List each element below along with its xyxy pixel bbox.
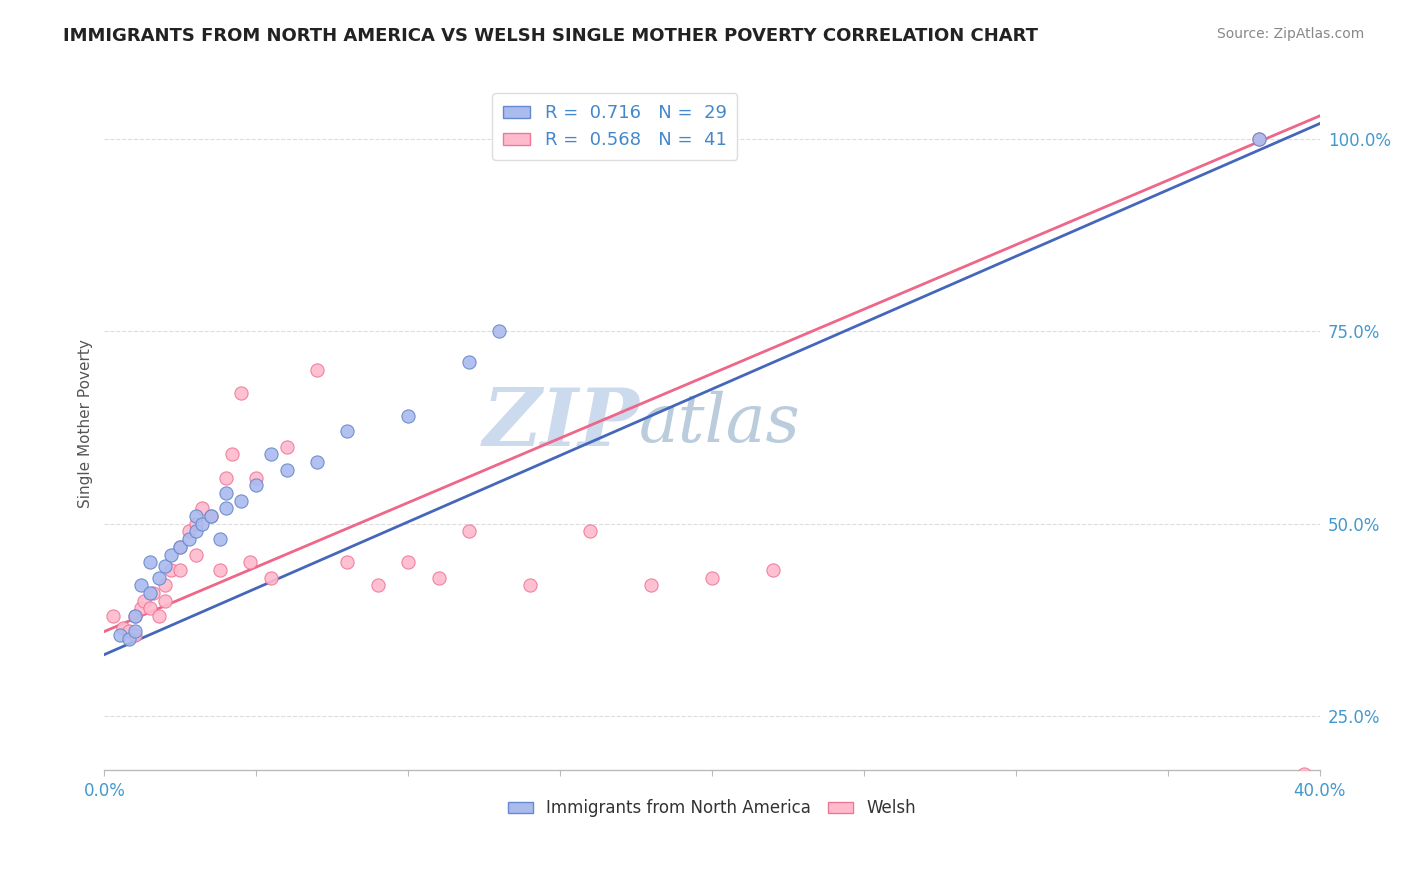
Point	[260, 448, 283, 462]
Point	[396, 409, 419, 423]
Point	[427, 571, 450, 585]
Point	[276, 440, 298, 454]
Text: Source: ZipAtlas.com: Source: ZipAtlas.com	[1216, 27, 1364, 41]
Point	[179, 524, 201, 539]
Point	[184, 524, 207, 539]
Point	[124, 624, 146, 639]
Point	[215, 470, 238, 484]
Point	[190, 516, 212, 531]
Point	[118, 632, 141, 647]
Point	[215, 486, 238, 500]
Point	[336, 555, 359, 569]
Text: IMMIGRANTS FROM NORTH AMERICA VS WELSH SINGLE MOTHER POVERTY CORRELATION CHART: IMMIGRANTS FROM NORTH AMERICA VS WELSH S…	[63, 27, 1038, 45]
Point	[142, 586, 165, 600]
Point	[153, 593, 176, 607]
Point	[103, 609, 125, 624]
Point	[208, 532, 231, 546]
Point	[160, 548, 183, 562]
Point	[148, 571, 170, 585]
Point	[260, 571, 283, 585]
Point	[221, 448, 243, 462]
Point	[239, 555, 262, 569]
Point	[153, 578, 176, 592]
Point	[229, 493, 252, 508]
Point	[488, 324, 510, 338]
Point	[111, 621, 134, 635]
Point	[169, 540, 191, 554]
Point	[579, 524, 602, 539]
Point	[132, 593, 155, 607]
Y-axis label: Single Mother Poverty: Single Mother Poverty	[79, 339, 93, 508]
Point	[124, 609, 146, 624]
Point	[153, 559, 176, 574]
Point	[184, 516, 207, 531]
Point	[519, 578, 541, 592]
Point	[307, 455, 329, 469]
Point	[458, 355, 481, 369]
Point	[139, 555, 162, 569]
Point	[139, 586, 162, 600]
Point	[762, 563, 785, 577]
Point	[396, 555, 419, 569]
Point	[190, 501, 212, 516]
Point	[169, 563, 191, 577]
Point	[1247, 132, 1270, 146]
Text: ZIP: ZIP	[482, 385, 640, 462]
Point	[1294, 767, 1316, 781]
Point	[129, 578, 152, 592]
Point	[118, 624, 141, 639]
Point	[367, 578, 389, 592]
Legend: Immigrants from North America, Welsh: Immigrants from North America, Welsh	[502, 793, 922, 824]
Point	[700, 571, 723, 585]
Point	[336, 425, 359, 439]
Point	[640, 578, 662, 592]
Point	[215, 501, 238, 516]
Point	[129, 601, 152, 615]
Point	[200, 509, 222, 524]
Point	[229, 386, 252, 401]
Text: atlas: atlas	[640, 391, 801, 457]
Point	[184, 509, 207, 524]
Point	[148, 609, 170, 624]
Point	[139, 601, 162, 615]
Point	[276, 463, 298, 477]
Point	[200, 509, 222, 524]
Point	[108, 628, 131, 642]
Point	[184, 548, 207, 562]
Point	[124, 609, 146, 624]
Point	[124, 628, 146, 642]
Point	[245, 470, 267, 484]
Point	[245, 478, 267, 492]
Point	[458, 524, 481, 539]
Point	[169, 540, 191, 554]
Point	[179, 532, 201, 546]
Point	[208, 563, 231, 577]
Point	[1247, 132, 1270, 146]
Point	[160, 563, 183, 577]
Point	[307, 363, 329, 377]
